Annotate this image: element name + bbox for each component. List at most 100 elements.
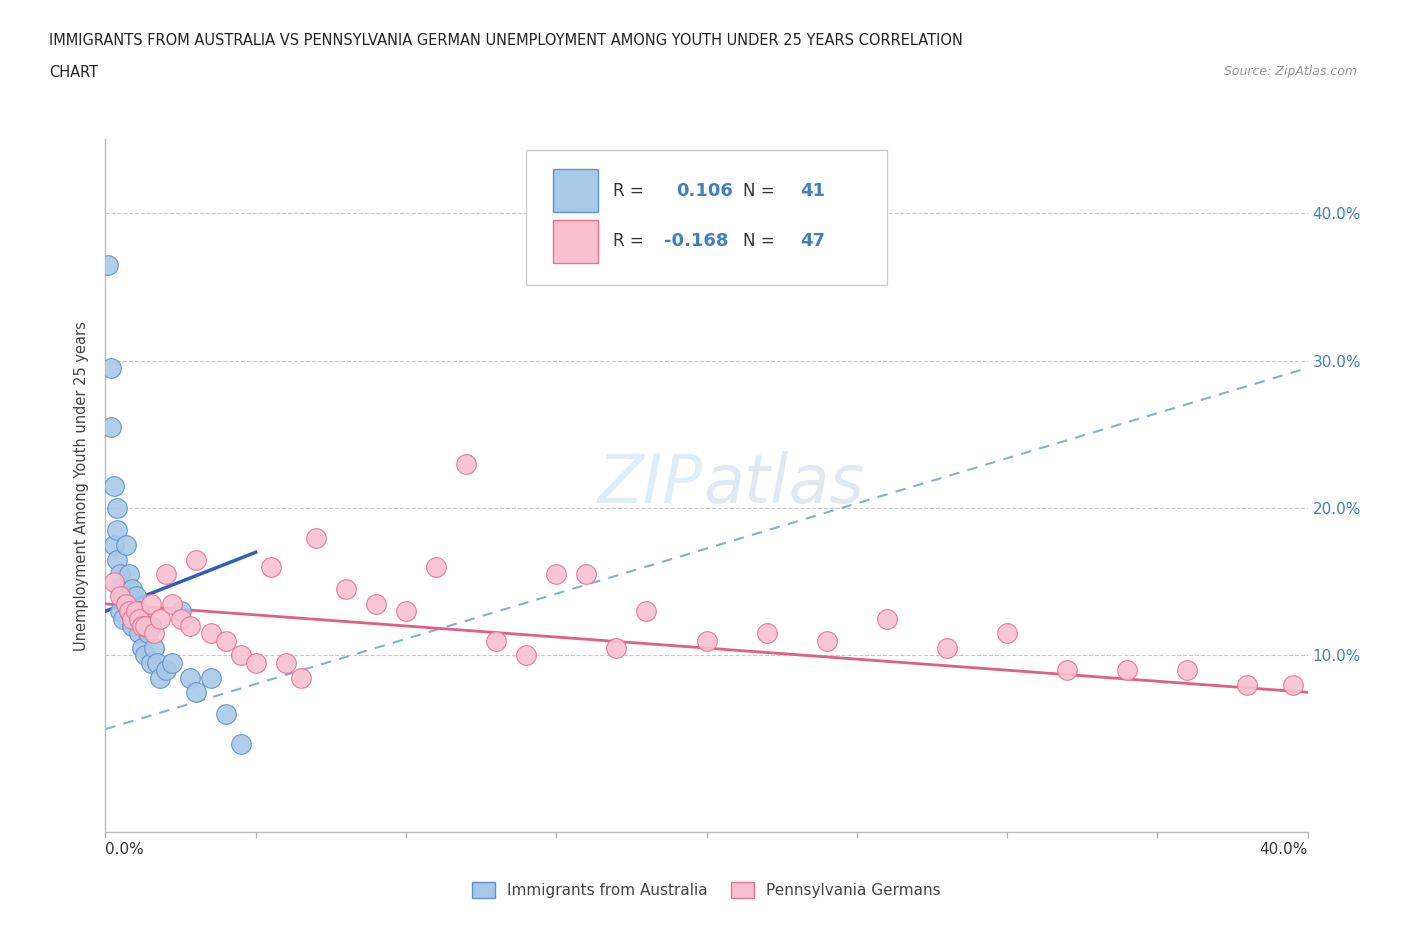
Point	[214, 633, 236, 648]
Point	[815, 633, 838, 648]
Point	[139, 596, 162, 611]
Point	[179, 618, 201, 633]
Point	[131, 611, 153, 626]
Bar	[553, 169, 599, 212]
Point	[485, 633, 508, 648]
Point	[160, 656, 183, 671]
Point	[169, 604, 191, 618]
Point	[148, 671, 170, 685]
Text: Source: ZipAtlas.com: Source: ZipAtlas.com	[1223, 65, 1357, 78]
Point	[395, 604, 418, 618]
Point	[134, 618, 156, 633]
Point	[118, 567, 141, 582]
Point	[103, 479, 125, 494]
Point	[110, 589, 132, 604]
Point	[142, 641, 165, 656]
Text: 41: 41	[800, 181, 825, 200]
Point	[214, 707, 236, 722]
Point	[110, 604, 132, 618]
Point	[546, 567, 568, 582]
Point	[454, 457, 477, 472]
Point	[200, 671, 222, 685]
Point	[169, 611, 191, 626]
Point	[121, 618, 143, 633]
Text: atlas: atlas	[703, 451, 865, 516]
Point	[425, 560, 447, 575]
Text: ZIP: ZIP	[598, 451, 703, 516]
Point	[124, 611, 146, 626]
Point	[260, 560, 283, 575]
Point	[636, 604, 658, 618]
Point	[110, 581, 132, 596]
Point	[112, 589, 135, 604]
Point	[936, 641, 959, 656]
Point	[515, 648, 537, 663]
Point	[134, 618, 156, 633]
Point	[124, 604, 146, 618]
Point	[112, 611, 135, 626]
Point	[200, 626, 222, 641]
Text: 0.106: 0.106	[676, 181, 734, 200]
Legend: Immigrants from Australia, Pennsylvania Germans: Immigrants from Australia, Pennsylvania …	[467, 875, 946, 904]
Point	[364, 596, 387, 611]
Text: 47: 47	[800, 232, 825, 250]
Point	[115, 538, 138, 552]
Point	[755, 626, 778, 641]
Point	[131, 641, 153, 656]
Point	[103, 538, 125, 552]
Point	[121, 611, 143, 626]
Text: IMMIGRANTS FROM AUSTRALIA VS PENNSYLVANIA GERMAN UNEMPLOYMENT AMONG YOUTH UNDER : IMMIGRANTS FROM AUSTRALIA VS PENNSYLVANI…	[49, 33, 963, 47]
Point	[139, 618, 162, 633]
Point	[335, 581, 357, 596]
Point	[229, 737, 252, 751]
Text: 0.0%: 0.0%	[105, 842, 145, 857]
Point	[134, 648, 156, 663]
Point	[995, 626, 1018, 641]
Point	[115, 596, 138, 611]
Point	[121, 581, 143, 596]
Point	[179, 671, 201, 685]
Point	[1236, 677, 1258, 692]
Point	[575, 567, 598, 582]
Text: R =: R =	[613, 181, 644, 200]
Point	[128, 604, 150, 618]
Point	[100, 419, 122, 434]
Point	[876, 611, 898, 626]
Point	[100, 361, 122, 376]
Point	[305, 530, 328, 545]
Point	[142, 626, 165, 641]
Point	[696, 633, 718, 648]
Text: N =: N =	[742, 181, 775, 200]
Point	[124, 589, 146, 604]
Point	[184, 552, 207, 567]
Point	[145, 656, 167, 671]
Point	[229, 648, 252, 663]
Text: 40.0%: 40.0%	[1260, 842, 1308, 857]
Point	[148, 611, 170, 626]
Point	[115, 596, 138, 611]
Point	[131, 618, 153, 633]
Bar	[553, 219, 599, 263]
Point	[97, 258, 120, 272]
Point	[184, 684, 207, 699]
Point	[136, 626, 159, 641]
Point	[118, 604, 141, 618]
Point	[107, 523, 129, 538]
Point	[107, 500, 129, 515]
Text: N =: N =	[742, 232, 775, 250]
Point	[605, 641, 627, 656]
Point	[1175, 663, 1198, 678]
Point	[128, 611, 150, 626]
Point	[107, 552, 129, 567]
Point	[118, 604, 141, 618]
Point	[139, 656, 162, 671]
Text: -0.168: -0.168	[665, 232, 728, 250]
Point	[274, 656, 297, 671]
Point	[155, 567, 177, 582]
Point	[290, 671, 312, 685]
Point	[245, 656, 267, 671]
Point	[155, 663, 177, 678]
Point	[1116, 663, 1139, 678]
Point	[1281, 677, 1303, 692]
Y-axis label: Unemployment Among Youth under 25 years: Unemployment Among Youth under 25 years	[75, 321, 90, 651]
